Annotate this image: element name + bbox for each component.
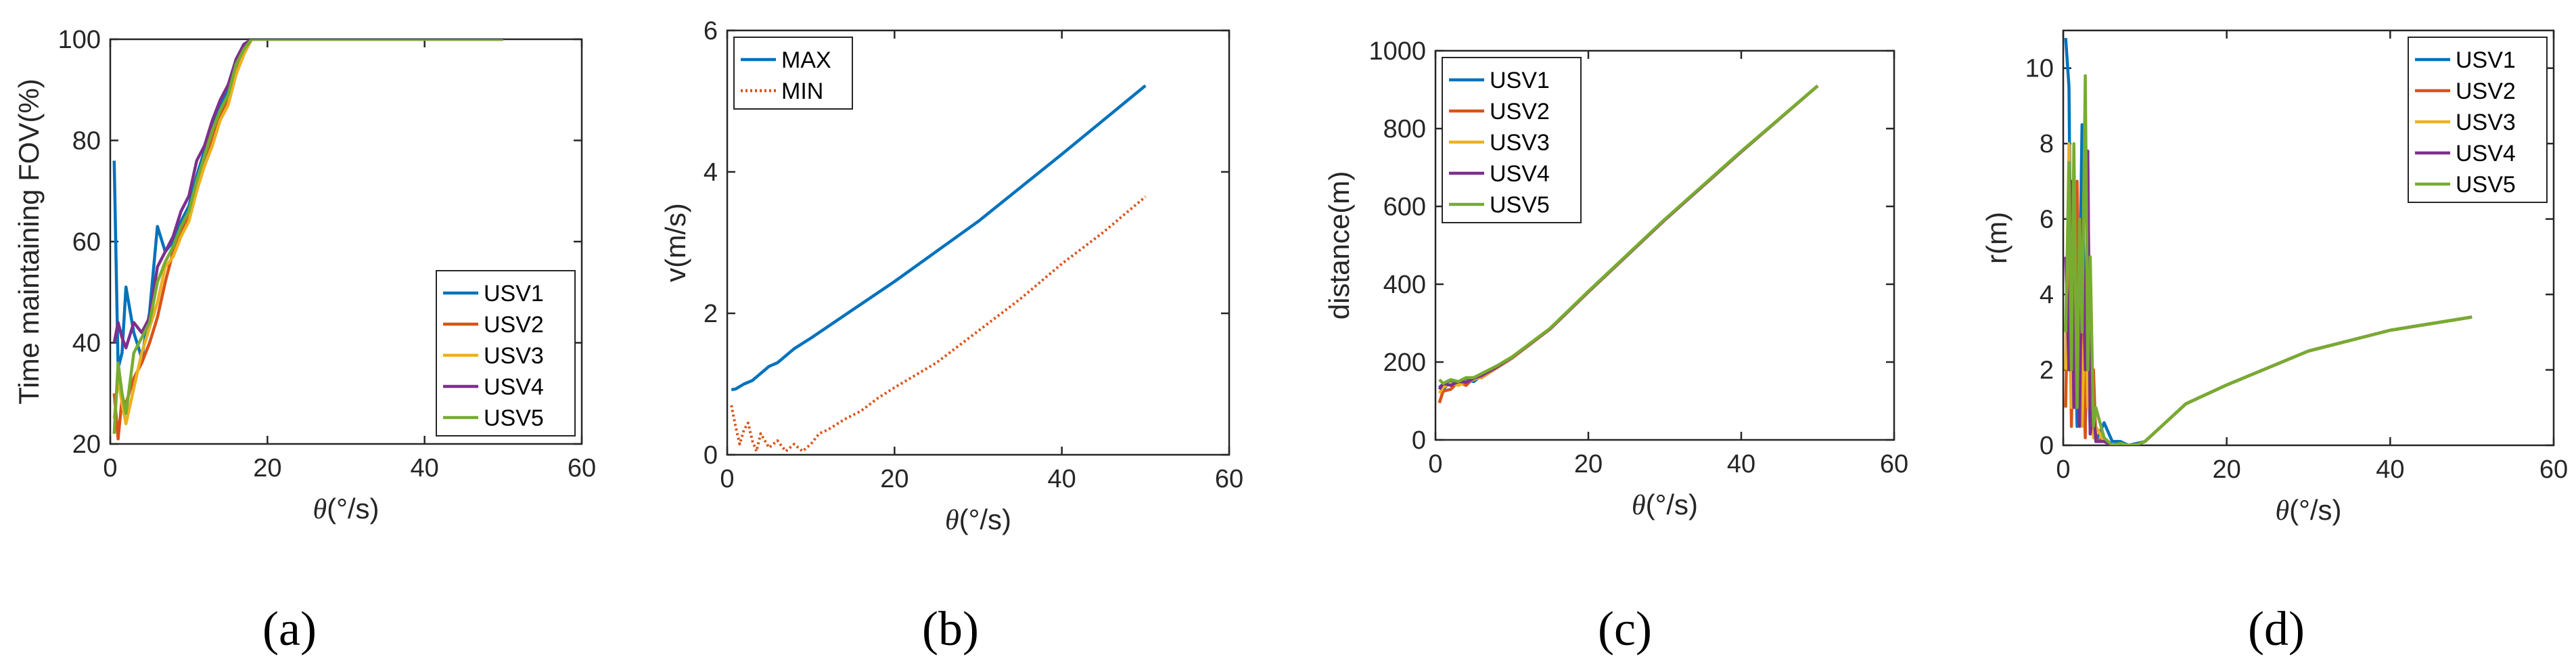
y-tick-label: 2: [704, 300, 718, 328]
y-axis-label: v(m/s): [660, 203, 691, 282]
y-tick-label: 2: [2040, 357, 2054, 385]
legend: USV1 USV2 USV3 USV4 USV5: [1442, 57, 1582, 223]
series-group: [730, 84, 1147, 453]
y-tick-label: 10: [2025, 55, 2054, 83]
x-tick-label: 0: [720, 465, 734, 493]
series-line-usv5: [112, 39, 503, 434]
x-axis-label: θ(°/s): [945, 503, 1011, 536]
y-tick-label: 80: [72, 127, 101, 156]
x-tick-label: 0: [1428, 450, 1442, 478]
x-tick-label: 40: [1048, 465, 1076, 493]
x-tick-label: 0: [103, 454, 117, 483]
y-tick-label: 60: [72, 228, 101, 256]
y-tick-label: 6: [704, 17, 718, 45]
panel-label: (b): [922, 602, 979, 656]
series-group: [1438, 85, 1819, 404]
series-group: [112, 39, 503, 441]
x-tick-label: 20: [253, 454, 281, 483]
series-line-usv4: [112, 39, 503, 350]
series-line-usv3: [112, 39, 503, 426]
legend-box: [733, 37, 853, 110]
y-tick-label: 100: [58, 26, 101, 54]
y-tick-label: 200: [1383, 349, 1426, 377]
y-tick-label: 600: [1383, 193, 1426, 221]
panel-label: (a): [262, 602, 317, 656]
y-tick-label: 0: [2040, 432, 2054, 460]
x-tick-label: 40: [1727, 450, 1755, 478]
legend-label: USV3: [2456, 110, 2516, 135]
legend-label: USV1: [1490, 68, 1550, 93]
x-tick-label: 0: [2056, 455, 2070, 484]
legend-label: USV1: [2456, 47, 2516, 73]
x-tick-label: 60: [2539, 455, 2568, 484]
x-tick-label: 40: [411, 454, 439, 483]
y-tick-label: 6: [2040, 206, 2054, 234]
legend-box: [1442, 57, 1582, 223]
y-tick-label: 20: [72, 430, 101, 459]
x-tick-label: 60: [1880, 450, 1908, 478]
y-tick-label: 400: [1383, 271, 1426, 299]
x-axis-label: θ(°/s): [2275, 494, 2341, 527]
chart-panel-2: 0 20 40 60 0 2 4 6 θ(°/s) v(m/s) MAX MIN (b): [660, 17, 1243, 656]
legend: USV1 USV2 USV3 USV4 USV5: [436, 270, 576, 436]
legend-box: [2408, 37, 2548, 203]
x-tick-label: 20: [880, 465, 908, 493]
legend-label: USV4: [1490, 161, 1550, 187]
legend-label: MIN: [781, 79, 823, 104]
series-line-usv5: [2064, 74, 2472, 445]
y-tick-label: 4: [704, 158, 718, 187]
series-group: [2064, 37, 2472, 445]
x-tick-label: 60: [1215, 465, 1243, 493]
legend-label: USV4: [484, 374, 544, 400]
legend-label: USV2: [2456, 79, 2516, 104]
legend-label: USV5: [1490, 192, 1550, 218]
y-tick-label: 0: [704, 441, 718, 470]
y-axis-label: Time maintaining FOV(%): [13, 79, 45, 405]
x-axis-label: θ(°/s): [313, 493, 379, 525]
legend-label: USV1: [484, 281, 544, 307]
x-tick-label: 60: [568, 454, 596, 483]
y-axis-label: distance(m): [1323, 171, 1355, 319]
y-tick-label: 8: [2040, 130, 2054, 158]
legend-label: MAX: [781, 47, 831, 73]
y-tick-label: 40: [72, 330, 101, 358]
legend-label: USV3: [1490, 130, 1550, 156]
x-tick-label: 20: [2213, 455, 2241, 484]
y-tick-label: 4: [2040, 281, 2054, 309]
series-line-max: [731, 84, 1147, 392]
legend-label: USV5: [2456, 172, 2516, 198]
legend-label: USV2: [484, 312, 544, 338]
panel-label: (c): [1598, 602, 1652, 656]
y-tick-label: 0: [1412, 426, 1426, 455]
panel-label: (d): [2248, 602, 2305, 656]
chart-panel-3: 0 20 40 6002004006008001000θ(°/s)distance(m…: [1323, 37, 1908, 656]
legend-label: USV3: [484, 343, 544, 369]
legend: MAX MIN: [733, 37, 853, 110]
y-tick-label: 800: [1383, 115, 1426, 143]
legend-label: USV4: [2456, 141, 2516, 166]
x-tick-label: 40: [2376, 455, 2404, 484]
x-tick-label: 20: [1574, 450, 1603, 478]
legend-label: USV5: [484, 405, 544, 431]
series-line-usv5: [1438, 85, 1819, 385]
legend-label: USV2: [1490, 99, 1550, 125]
y-axis-label: r(m): [1981, 212, 2013, 264]
y-tick-label: 1000: [1368, 37, 1426, 66]
chart-panel-4: 0 20 40 60 0 2 4 6 8 10 θ(°/s) r(m) USV1 USV2 USV3 USV4…: [1981, 29, 2568, 656]
plot-area: [726, 29, 1230, 456]
legend: USV1 USV2 USV3 USV4 USV5: [2408, 37, 2548, 203]
legend-box: [436, 270, 576, 436]
x-axis-label: θ(°/s): [1632, 489, 1698, 521]
